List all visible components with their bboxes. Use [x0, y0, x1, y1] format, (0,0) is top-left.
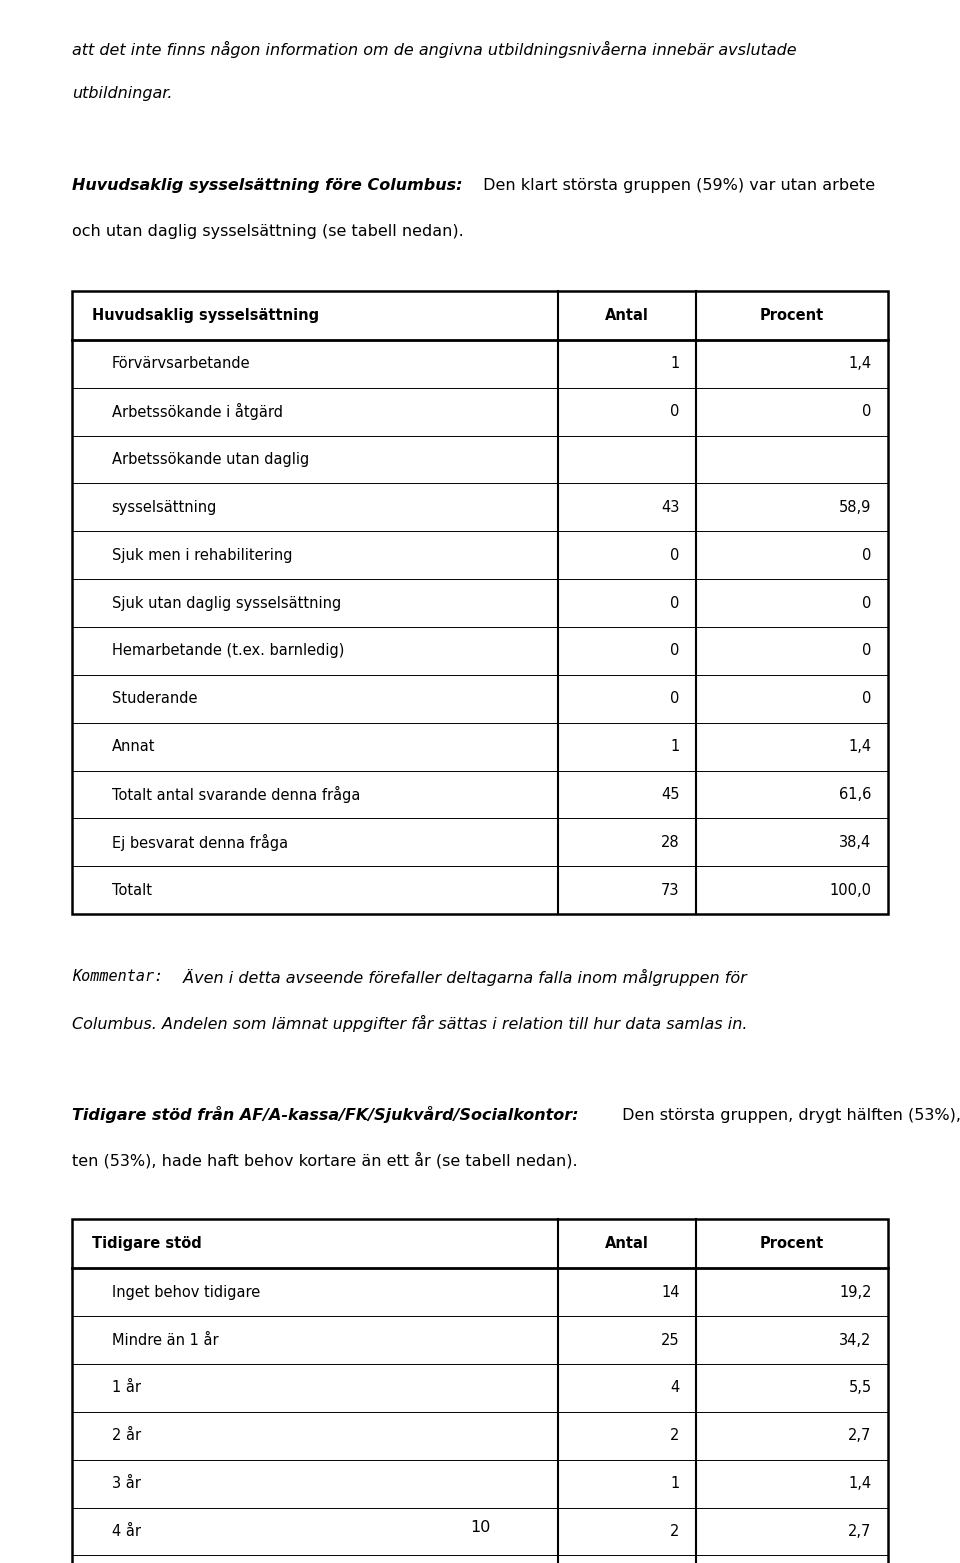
Text: 73: 73: [661, 883, 680, 897]
Text: 10: 10: [469, 1519, 491, 1535]
Text: 43: 43: [661, 500, 680, 514]
Text: Förvärvsarbetande: Förvärvsarbetande: [111, 356, 251, 372]
Text: 0: 0: [670, 547, 680, 563]
Text: Procent: Procent: [760, 1236, 825, 1250]
Text: 2: 2: [670, 1524, 680, 1540]
Text: Annat: Annat: [111, 739, 156, 755]
Text: Tidigare stöd från AF/A-kassa/FK/Sjukvård/Socialkontor:: Tidigare stöd från AF/A-kassa/FK/Sjukvår…: [72, 1107, 579, 1124]
Text: Den största gruppen, drygt hälften (53%), hade haft behov kortare än ett år: Den största gruppen, drygt hälften (53%)…: [616, 1107, 960, 1124]
Text: Antal: Antal: [605, 1236, 649, 1250]
Text: 1: 1: [670, 1475, 680, 1491]
Text: 0: 0: [670, 596, 680, 611]
Text: 0: 0: [670, 644, 680, 658]
Text: 100,0: 100,0: [829, 883, 872, 897]
Text: 58,9: 58,9: [839, 500, 872, 514]
Text: Antal: Antal: [605, 308, 649, 322]
Text: 0: 0: [670, 691, 680, 706]
Text: Totalt antal svarande denna fråga: Totalt antal svarande denna fråga: [111, 786, 360, 803]
Text: 0: 0: [862, 405, 872, 419]
Text: 14: 14: [661, 1285, 680, 1300]
Text: Kommentar:: Kommentar:: [72, 969, 163, 985]
Text: 34,2: 34,2: [839, 1333, 872, 1347]
Text: 2,7: 2,7: [849, 1524, 872, 1540]
Text: sysselsättning: sysselsättning: [111, 500, 217, 514]
Text: Studerande: Studerande: [111, 691, 197, 706]
Text: utbildningar.: utbildningar.: [72, 86, 173, 102]
Text: 1,4: 1,4: [849, 739, 872, 755]
Text: 0: 0: [862, 596, 872, 611]
Bar: [72, 291, 888, 914]
Text: 0: 0: [862, 691, 872, 706]
Text: Arbetssökande i åtgärd: Arbetssökande i åtgärd: [111, 403, 282, 420]
Text: 1 år: 1 år: [111, 1380, 140, 1396]
Text: Totalt: Totalt: [111, 883, 152, 897]
Text: 5,5: 5,5: [849, 1380, 872, 1396]
Text: 45: 45: [661, 788, 680, 802]
Text: 1: 1: [670, 739, 680, 755]
Text: Huvudsaklig sysselsättning före Columbus:: Huvudsaklig sysselsättning före Columbus…: [72, 178, 463, 192]
Text: 1,4: 1,4: [849, 356, 872, 372]
Text: 2,7: 2,7: [849, 1429, 872, 1443]
Text: Den klart största gruppen (59%) var utan arbete: Den klart största gruppen (59%) var utan…: [478, 178, 876, 192]
Text: 61,6: 61,6: [839, 788, 872, 802]
Text: Ej besvarat denna fråga: Ej besvarat denna fråga: [111, 835, 288, 850]
Text: Procent: Procent: [760, 308, 825, 322]
Text: 0: 0: [862, 547, 872, 563]
Text: Även i detta avseende förefaller deltagarna falla inom målgruppen för: Även i detta avseende förefaller deltaga…: [179, 969, 747, 986]
Text: Inget behov tidigare: Inget behov tidigare: [111, 1285, 260, 1300]
Text: Sjuk men i rehabilitering: Sjuk men i rehabilitering: [111, 547, 292, 563]
Text: 4: 4: [670, 1380, 680, 1396]
Text: Mindre än 1 år: Mindre än 1 år: [111, 1333, 218, 1347]
Text: Columbus. Andelen som lämnat uppgifter får sättas i relation till hur data samla: Columbus. Andelen som lämnat uppgifter f…: [72, 1014, 748, 1032]
Text: 38,4: 38,4: [839, 835, 872, 850]
Text: och utan daglig sysselsättning (se tabell nedan).: och utan daglig sysselsättning (se tabel…: [72, 224, 464, 239]
Bar: [72, 1219, 888, 1563]
Text: 3 år: 3 år: [111, 1475, 140, 1491]
Text: 0: 0: [670, 405, 680, 419]
Text: Tidigare stöd: Tidigare stöd: [92, 1236, 203, 1250]
Text: Arbetssökande utan daglig: Arbetssökande utan daglig: [111, 452, 309, 467]
Text: 2: 2: [670, 1429, 680, 1443]
Text: att det inte finns någon information om de angivna utbildningsnivåerna innebär a: att det inte finns någon information om …: [72, 41, 797, 58]
Text: 19,2: 19,2: [839, 1285, 872, 1300]
Text: 1: 1: [670, 356, 680, 372]
Text: 0: 0: [862, 644, 872, 658]
Text: Hemarbetande (t.ex. barnledig): Hemarbetande (t.ex. barnledig): [111, 644, 344, 658]
Text: Huvudsaklig sysselsättning: Huvudsaklig sysselsättning: [92, 308, 320, 322]
Text: 28: 28: [661, 835, 680, 850]
Text: 4 år: 4 år: [111, 1524, 140, 1540]
Text: 2 år: 2 år: [111, 1429, 141, 1443]
Text: Sjuk utan daglig sysselsättning: Sjuk utan daglig sysselsättning: [111, 596, 341, 611]
Text: 1,4: 1,4: [849, 1475, 872, 1491]
Text: ten (53%), hade haft behov kortare än ett år (se tabell nedan).: ten (53%), hade haft behov kortare än et…: [72, 1152, 578, 1169]
Text: 25: 25: [661, 1333, 680, 1347]
